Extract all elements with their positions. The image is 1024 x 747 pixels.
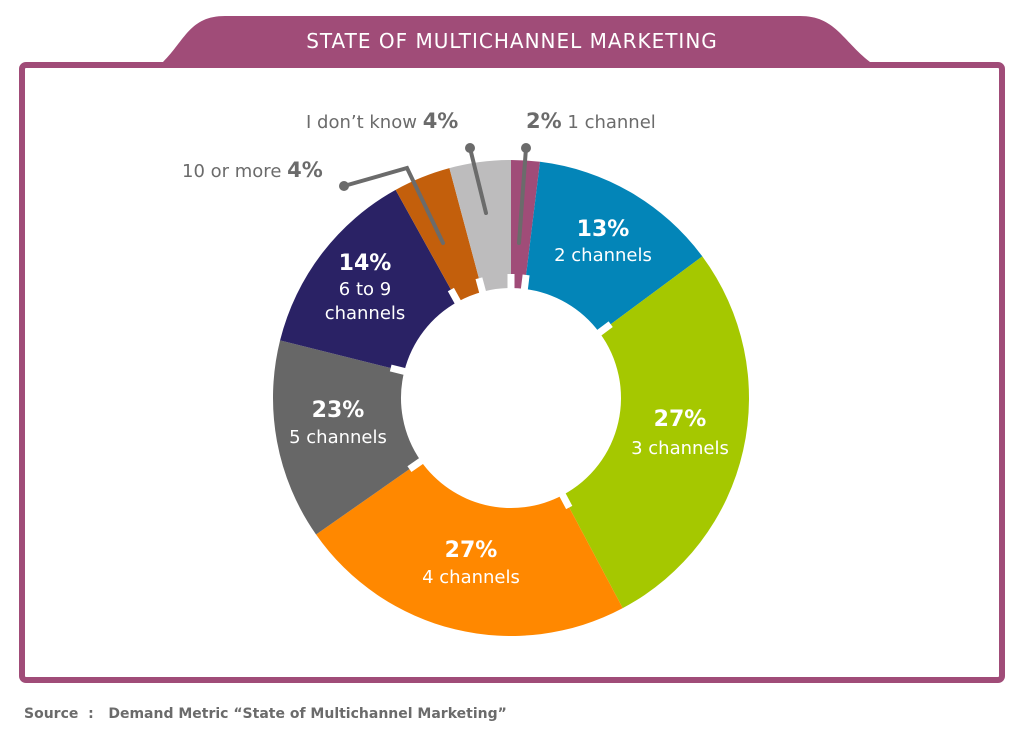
donut-segment-1-channel bbox=[511, 160, 541, 289]
label-dont-know: I don’t know 4% bbox=[306, 109, 458, 133]
donut-segment-3-channels bbox=[562, 256, 749, 609]
segment-divider-notch bbox=[595, 321, 613, 337]
source-text: Demand Metric “State of Multichannel Mar… bbox=[108, 706, 507, 722]
label-5-channels: 5 channels bbox=[289, 427, 387, 448]
segment-divider-notch bbox=[447, 287, 462, 306]
label-4-channels: 4 channels bbox=[422, 567, 520, 588]
label-2-channels: 2 channels bbox=[554, 245, 652, 266]
leader-dot-1-channel bbox=[521, 143, 531, 153]
label-3-channels: 3 channels bbox=[631, 438, 729, 459]
donut-segment-dont-know bbox=[449, 160, 511, 292]
pct-6-9-channels: 14% bbox=[339, 251, 392, 276]
leader-dot-10-or-more bbox=[339, 181, 349, 191]
chart-frame bbox=[19, 62, 1005, 683]
label-6-9-line2: channels bbox=[325, 303, 406, 324]
segment-divider-notch bbox=[407, 457, 425, 472]
chart-title: STATE OF MULTICHANNEL MARKETING bbox=[306, 29, 718, 53]
leader-line-1-channel bbox=[517, 146, 528, 245]
title-banner bbox=[163, 16, 870, 62]
pct-2-channels: 13% bbox=[577, 217, 630, 242]
leader-line-10-or-more bbox=[342, 165, 445, 245]
label-10-or-more: 10 or more 4% bbox=[182, 158, 323, 182]
leader-line-dont-know bbox=[468, 146, 488, 215]
segment-divider-notch bbox=[389, 364, 408, 376]
donut-segment-4-channels bbox=[316, 461, 623, 637]
segment-divider-notch bbox=[558, 491, 573, 510]
pct-3-channels: 27% bbox=[654, 407, 707, 432]
donut-segment-6-9-channels bbox=[280, 189, 458, 372]
leader-lines bbox=[342, 146, 528, 245]
leader-dots bbox=[339, 143, 531, 191]
leader-dot-dont-know bbox=[465, 143, 475, 153]
pct-4-channels: 27% bbox=[445, 538, 498, 563]
donut-segment-5-channels bbox=[273, 340, 421, 535]
pct-5-channels: 23% bbox=[312, 398, 365, 423]
source-note: Source : Demand Metric “State of Multich… bbox=[24, 706, 507, 722]
label-6-9-line1: 6 to 9 bbox=[339, 279, 391, 300]
donut-segment-2-channels bbox=[524, 161, 703, 333]
source-label: Source : bbox=[24, 706, 94, 722]
segment-divider-notch bbox=[520, 274, 530, 292]
label-1-channel: 2% 1 channel bbox=[526, 109, 656, 133]
segment-divider-notch bbox=[475, 277, 487, 295]
